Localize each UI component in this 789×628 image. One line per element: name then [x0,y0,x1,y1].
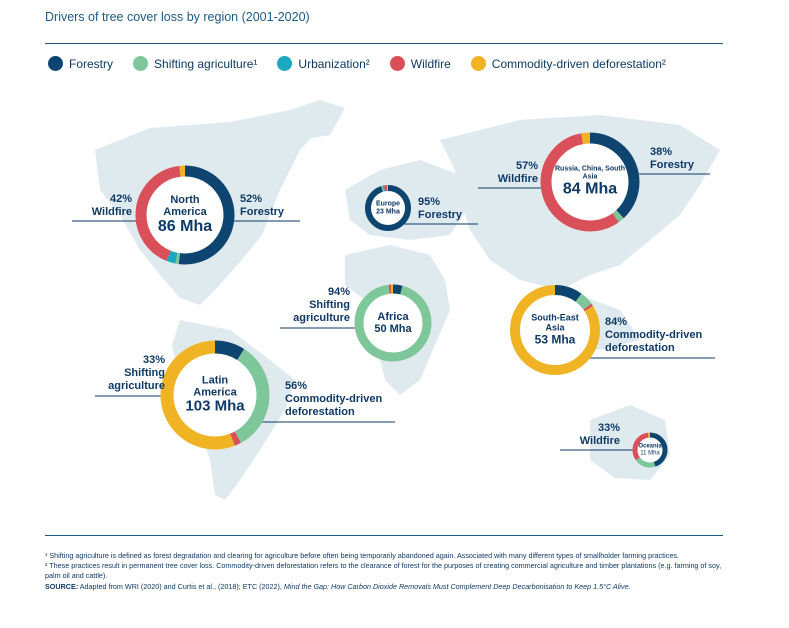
region-name: South-East Asia [531,312,579,333]
footnote: ¹ Shifting agriculture is defined as for… [45,551,679,560]
callout-value: 38% [650,146,673,158]
callout-value: 33% [597,422,620,434]
region-total: 11 Mha [640,450,660,456]
callout: 57% Wildfire [478,160,538,186]
donut-center: Oceania 11 Mha [636,443,664,456]
region-total: 53 Mha [534,332,576,347]
callout-label: Wildfire [579,435,620,448]
donut-segment [160,340,270,450]
callout: 38% Forestry [650,146,710,172]
footnote: ² These practices result in permanent tr… [45,561,722,580]
callout-label: Shifting agriculture [108,367,165,393]
donut-hole [365,185,411,231]
donut-segment [540,132,640,232]
region-total: 103 Mha [185,397,245,415]
rule [45,43,723,44]
donut-hole [540,132,640,232]
callout-label: Wildfire [91,206,132,219]
legend-swatch [389,56,405,71]
callout-value: 57% [515,160,538,172]
source-title: Mind the Gap: How Carbon Dioxide Removal… [283,582,631,592]
callout: 33% Wildfire [560,422,620,448]
legend-item: Forestry [48,56,113,71]
donut-segment [632,432,668,468]
callout-value: 52% [240,193,263,205]
callout: 52% Forestry [240,193,300,219]
callout-label: Shifting agriculture [293,299,350,325]
callout-label: Forestry [418,209,463,222]
region-name: Oceania [638,443,662,450]
legend-item: Urbanization² [277,56,370,71]
region-total: 86 Mha [157,218,213,236]
callout: 95% Forestry [418,196,478,222]
callout-value: 84% [605,316,628,328]
legend-item: Commodity-driven deforestation² [470,56,666,71]
legend-swatch [48,56,63,71]
legend-label: Wildfire [410,56,451,71]
donut-segment [135,165,235,265]
region-name: Africa [377,310,409,323]
callout-value: 42% [109,193,132,205]
region-name: Latin America [193,374,237,399]
region-name: North America [163,194,207,219]
region-total: 23 Mha [376,208,400,215]
donut-segment [354,284,432,362]
legend-item: Wildfire [389,56,451,71]
donut-center: Latin America 103 Mha [180,375,250,416]
donut-center: Europe 23 Mha [370,200,406,215]
donut-center: South-East Asia 53 Mha [530,312,580,347]
donut-hole [135,165,235,265]
callout-label: Wildfire [497,173,538,186]
legend-label: Forestry [69,56,114,71]
donut-segment [632,432,668,468]
donut-segment [354,284,432,362]
donut-segment [135,165,235,265]
donut-segment [632,432,668,468]
source-text: Adapted from WRI (2020) and Curtis et al… [79,582,284,592]
source: SOURCE: Adapted from WRI (2020) and Curt… [45,582,735,591]
callout: 84% Commodity-driven deforestation [605,316,715,356]
source-label: SOURCE: [45,582,79,592]
donut-segment [160,340,270,450]
legend-item: Shifting agriculture¹ [133,56,257,71]
donut-hole [632,432,668,468]
legend-label: Commodity-driven deforestation² [491,56,666,71]
legend-swatch [470,56,486,71]
donut-segment [540,132,640,232]
callout: 94% Shifting agriculture [280,286,350,326]
callout-value: 56% [285,380,308,392]
callout-value: 94% [327,286,350,298]
donut-center: North America 86 Mha [155,194,215,236]
callout: 56% Commodity-driven deforestation [285,380,395,420]
donut-hole [510,285,600,375]
donut-center: Africa 50 Mha [368,311,418,335]
donut-segment [365,185,411,231]
region-name: Russia, China, South Asia [555,165,626,181]
callout-label: Forestry [240,206,285,219]
donut-segment [510,285,600,375]
legend: Forestry Shifting agriculture¹ Urbanizatio… [48,56,666,71]
region-name: Europe [375,200,401,208]
legend-label: Urbanization² [298,56,370,71]
donut-hole [354,284,432,362]
rule [45,535,723,536]
region-total: 84 Mha [562,180,618,198]
callout-value: 95% [418,196,441,208]
legend-swatch [133,56,149,71]
callout-label: Commodity-driven deforestation [605,329,703,355]
callout: 42% Wildfire [72,193,132,219]
legend-swatch [277,56,293,71]
region-total: 50 Mha [374,323,412,335]
callout-value: 33% [142,354,165,366]
footnotes: ¹ Shifting agriculture is defined as for… [45,551,735,592]
title: Drivers of tree cover loss by region (20… [45,10,310,24]
donut-center: Russia, China, South Asia 84 Mha [555,166,625,199]
callout-label: Forestry [650,159,695,172]
legend-label: Shifting agriculture¹ [154,56,258,71]
callout: 33% Shifting agriculture [95,354,165,394]
callout-label: Commodity-driven deforestation [285,393,383,419]
donut-hole [160,340,270,450]
